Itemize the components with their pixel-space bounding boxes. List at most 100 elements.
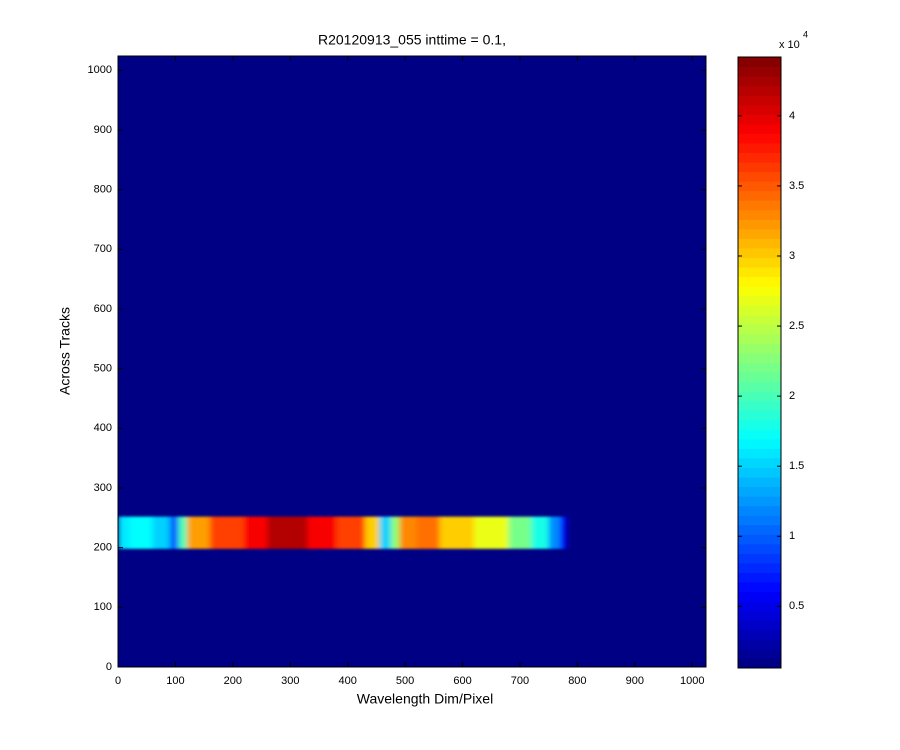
- x-tick-label: 500: [396, 675, 414, 687]
- colorbar-swatch: [738, 171, 781, 182]
- heat-cell: [416, 516, 441, 549]
- colorbar-swatch: [738, 505, 781, 516]
- colorbar-swatch: [738, 219, 781, 230]
- heat-cell: [186, 516, 211, 549]
- colorbar-swatch: [738, 343, 781, 354]
- colorbar-swatch: [738, 267, 781, 278]
- colorbar-swatch: [738, 95, 781, 106]
- colorbar-swatch: [738, 410, 781, 421]
- colorbar-swatch: [738, 486, 781, 497]
- colorbar-swatch: [738, 477, 781, 488]
- colorbar-multiplier: x 10: [779, 39, 800, 51]
- colorbar-swatch: [738, 591, 781, 602]
- colorbar-swatch: [738, 553, 781, 564]
- heat-cell: [474, 516, 509, 549]
- y-tick-label: 200: [94, 542, 112, 554]
- colorbar-tick-label: 2.5: [789, 320, 804, 332]
- heat-cell: [560, 516, 567, 549]
- colorbar-frame: [737, 56, 782, 669]
- heat-cell: [390, 516, 400, 549]
- colorbar-swatch: [738, 209, 781, 220]
- colorbar-swatch: [738, 582, 781, 593]
- axes-frame: [117, 55, 707, 668]
- y-tick-label: 300: [94, 482, 112, 494]
- y-tick-label: 800: [94, 184, 112, 196]
- colorbar-swatch: [738, 152, 781, 163]
- heat-cell: [364, 516, 380, 549]
- colorbar-swatch: [738, 66, 781, 77]
- y-tick-label: 900: [94, 124, 112, 136]
- heat-cell: [267, 516, 308, 549]
- y-tick-label: 400: [94, 422, 112, 434]
- colorbar-swatch: [738, 142, 781, 153]
- colorbar-swatch: [738, 314, 781, 325]
- x-tick-label: 200: [224, 675, 242, 687]
- colorbar-tick-label: 1.5: [789, 460, 804, 472]
- y-tick-label: 600: [94, 303, 112, 315]
- heat-cell: [439, 516, 475, 549]
- colorbar-swatch: [738, 190, 781, 201]
- colorbar-swatch: [738, 114, 781, 125]
- colorbar-swatch: [738, 333, 781, 344]
- colorbar-swatch: [738, 162, 781, 173]
- colorbar-swatch: [738, 123, 781, 134]
- x-tick-label: 0: [115, 675, 121, 687]
- colorbar-swatch: [738, 372, 781, 383]
- colorbar-swatch: [738, 543, 781, 554]
- colorbar-swatch: [738, 85, 781, 96]
- x-tick-label: 400: [339, 675, 357, 687]
- colorbar-swatch: [738, 419, 781, 430]
- colorbar-swatch: [738, 524, 781, 535]
- x-tick-label: 900: [626, 675, 644, 687]
- colorbar-swatch: [738, 104, 781, 115]
- colorbar-swatch: [738, 562, 781, 574]
- heat-cell: [169, 516, 179, 549]
- colorbar-swatch: [738, 257, 781, 268]
- heat-cell: [379, 516, 392, 549]
- colorbar-tick-label: 0.5: [789, 600, 804, 612]
- colorbar-swatch: [738, 429, 781, 440]
- x-tick-label: 600: [453, 675, 471, 687]
- plot-area: [118, 56, 706, 667]
- heat-band: [118, 516, 567, 549]
- heat-cell: [336, 516, 366, 549]
- colorbar-swatch: [738, 133, 781, 144]
- colorbar-swatch: [738, 238, 781, 249]
- x-tick-label: 700: [511, 675, 529, 687]
- colorbar-swatch: [738, 601, 781, 612]
- colorbar-swatch: [738, 286, 781, 297]
- heat-cell: [548, 516, 561, 549]
- colorbar-swatch: [738, 276, 781, 287]
- heat-cell: [129, 516, 153, 549]
- colorbar-swatch: [738, 295, 781, 306]
- y-tick-label: 700: [94, 243, 112, 255]
- colorbar-swatch: [738, 496, 781, 507]
- colorbar-swatch: [738, 572, 781, 583]
- colorbar-swatch: [738, 362, 781, 373]
- y-tick-label: 500: [94, 363, 112, 375]
- colorbar-swatch: [738, 352, 781, 363]
- x-axis-label: Wavelength Dim/Pixel: [357, 691, 493, 707]
- x-tick-label: 300: [281, 675, 299, 687]
- colorbar-swatch: [738, 629, 781, 640]
- colorbar-swatch: [738, 534, 781, 545]
- colorbar-swatch: [738, 324, 781, 335]
- heat-cell: [307, 516, 337, 549]
- colorbar-swatch: [738, 181, 781, 192]
- heatmap-background: [118, 56, 706, 667]
- colorbar-swatch: [738, 391, 781, 402]
- colorbar-swatch: [738, 305, 781, 316]
- colorbar-swatch: [738, 448, 781, 459]
- colorbar-swatch: [738, 515, 781, 526]
- colorbar-tick-label: 3: [789, 250, 795, 262]
- colorbar-swatch: [738, 57, 781, 68]
- colorbar-exponent: 4: [803, 29, 808, 39]
- colorbar-swatch: [738, 467, 781, 478]
- colorbar-swatch: [738, 76, 781, 87]
- x-tick-label: 100: [166, 675, 184, 687]
- heat-cell: [244, 516, 268, 549]
- y-axis-label: Across Tracks: [57, 307, 73, 395]
- colorbar-tick-label: 3.5: [789, 180, 804, 192]
- heat-cell: [531, 516, 550, 549]
